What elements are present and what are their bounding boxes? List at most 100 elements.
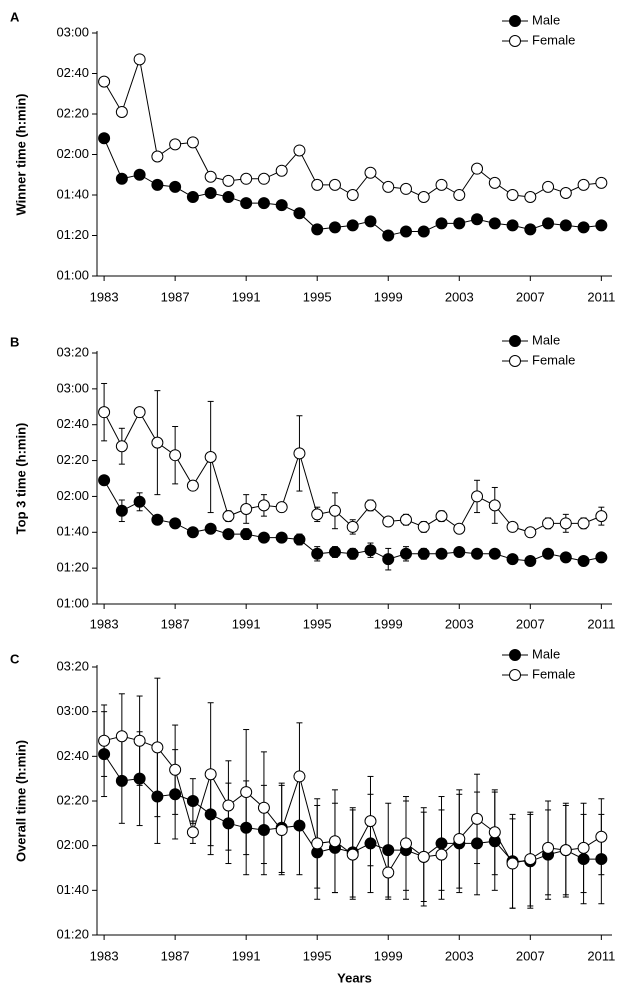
marker xyxy=(328,221,341,234)
x-tick-label: 1995 xyxy=(303,616,332,631)
marker xyxy=(524,191,537,204)
y-tick-label: 02:20 xyxy=(56,452,89,467)
x-tick-label: 2003 xyxy=(445,616,474,631)
legend-marker xyxy=(509,649,521,661)
marker xyxy=(364,837,377,850)
marker xyxy=(577,221,590,234)
series-line xyxy=(103,57,602,198)
marker xyxy=(400,547,412,560)
marker xyxy=(293,770,306,783)
marker xyxy=(435,848,448,861)
marker xyxy=(506,219,519,232)
marker xyxy=(595,510,608,523)
marker xyxy=(240,528,253,541)
y-tick-label: 02:40 xyxy=(56,65,89,80)
legend-label: Female xyxy=(532,352,575,367)
marker xyxy=(240,502,253,515)
marker xyxy=(524,223,537,236)
marker xyxy=(471,162,484,175)
marker xyxy=(311,547,324,560)
marker xyxy=(222,510,235,523)
y-tick-label: 02:20 xyxy=(56,792,89,807)
marker xyxy=(169,517,182,530)
marker xyxy=(275,501,288,514)
marker xyxy=(524,853,537,866)
marker xyxy=(257,499,270,512)
marker xyxy=(435,510,448,523)
marker xyxy=(115,440,128,453)
marker xyxy=(222,817,235,830)
marker xyxy=(186,795,199,807)
marker xyxy=(488,217,501,230)
marker xyxy=(364,215,377,228)
marker xyxy=(506,189,519,201)
marker xyxy=(595,830,608,843)
marker xyxy=(382,180,395,193)
panel-label: C xyxy=(10,651,20,666)
marker xyxy=(133,772,146,785)
marker xyxy=(559,551,572,564)
marker xyxy=(364,544,377,557)
marker xyxy=(542,217,555,230)
x-tick-label: 1987 xyxy=(161,948,190,963)
x-tick-label: 1999 xyxy=(374,616,403,631)
marker xyxy=(115,504,128,517)
marker xyxy=(204,768,217,781)
marker xyxy=(364,166,377,179)
legend-label: Male xyxy=(532,332,560,347)
y-axis-label: Top 3 time (h:min) xyxy=(13,423,28,535)
legend-label: Female xyxy=(532,666,575,681)
legend-label: Female xyxy=(532,32,575,47)
y-tick-label: 02:00 xyxy=(56,488,89,503)
x-tick-label: 2007 xyxy=(516,289,545,304)
marker xyxy=(98,132,111,145)
series-line xyxy=(103,411,602,533)
marker xyxy=(328,546,341,559)
marker xyxy=(346,520,359,533)
x-tick-label: 1987 xyxy=(161,616,190,631)
marker xyxy=(240,172,253,185)
y-tick-label: 03:00 xyxy=(56,703,89,718)
marker xyxy=(151,436,164,449)
marker xyxy=(435,547,448,560)
marker xyxy=(293,533,306,546)
marker xyxy=(382,866,395,879)
marker xyxy=(506,857,519,870)
marker xyxy=(169,763,182,776)
x-tick-label: 2003 xyxy=(445,948,474,963)
marker xyxy=(506,520,519,533)
marker xyxy=(275,164,288,177)
marker xyxy=(559,186,572,199)
marker xyxy=(293,207,306,220)
marker xyxy=(400,182,412,195)
marker xyxy=(577,841,590,854)
marker xyxy=(204,522,217,535)
y-tick-label: 03:20 xyxy=(56,344,89,359)
y-tick-label: 01:40 xyxy=(56,524,89,539)
marker xyxy=(293,819,306,832)
marker xyxy=(151,513,164,526)
marker xyxy=(488,547,501,560)
marker xyxy=(364,499,377,512)
y-tick-label: 01:40 xyxy=(56,186,89,201)
x-tick-label: 1983 xyxy=(90,616,119,631)
marker xyxy=(382,553,395,566)
marker xyxy=(186,136,199,149)
marker xyxy=(417,850,430,863)
marker xyxy=(364,815,377,828)
y-tick-label: 02:00 xyxy=(56,146,89,161)
marker xyxy=(400,513,412,526)
legend-label: Male xyxy=(532,646,560,661)
marker xyxy=(417,191,430,204)
x-tick-label: 1995 xyxy=(303,289,332,304)
marker xyxy=(542,841,555,854)
marker xyxy=(471,490,484,503)
marker xyxy=(542,180,555,193)
marker xyxy=(240,821,253,834)
marker xyxy=(346,547,359,560)
marker xyxy=(169,180,182,193)
marker xyxy=(382,229,395,242)
y-tick-label: 03:00 xyxy=(56,24,89,39)
marker xyxy=(542,547,555,560)
x-tick-label: 2011 xyxy=(587,289,615,304)
